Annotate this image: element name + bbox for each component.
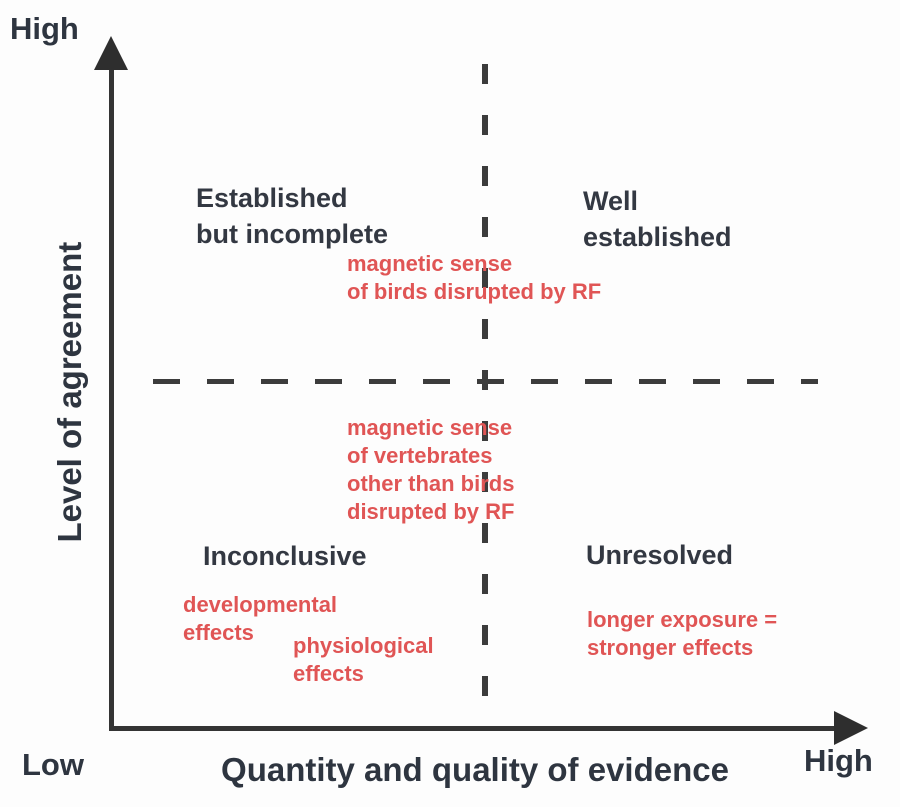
quadrant-label-unresolved: Unresolved [586, 540, 734, 570]
y-axis-line [109, 52, 114, 730]
item-developmental-effects: developmental effects [183, 592, 338, 645]
horizontal-dashed-divider [153, 379, 818, 384]
y-axis-low-label: Low [22, 747, 84, 782]
y-axis-high-label: High [10, 11, 79, 46]
quadrant-label-established-but-incomplete: Established but incomplete [196, 183, 389, 249]
x-axis-arrow-right-icon [834, 711, 868, 745]
y-axis-arrow-up-icon [94, 36, 128, 70]
quadrant-label-inconclusive: Inconclusive [203, 541, 367, 571]
item-magnetic-sense-birds: magnetic sense of birds disrupted by RF [347, 251, 602, 304]
x-axis-high-label: High [804, 743, 873, 778]
vertical-dashed-divider [482, 64, 488, 727]
quadrant-label-well-established: Well established [583, 186, 732, 252]
item-physiological-effects: physiological effects [293, 633, 434, 686]
item-magnetic-sense-vertebrates: magnetic sense of vertebrates other than… [347, 415, 515, 524]
y-axis-title: Level of agreement [50, 241, 88, 543]
x-axis-line [109, 726, 839, 731]
item-longer-exposure-stronger-effects: longer exposure = stronger effects [587, 607, 778, 660]
x-axis-title: Quantity and quality of evidence [221, 751, 729, 788]
